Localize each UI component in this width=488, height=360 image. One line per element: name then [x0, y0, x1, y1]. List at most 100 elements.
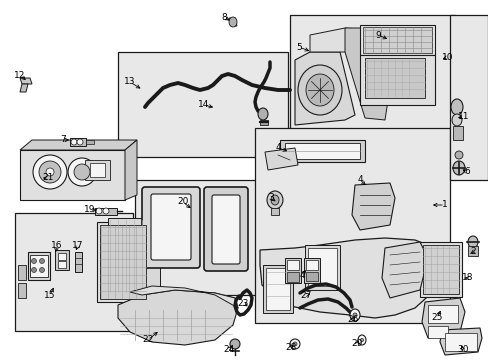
FancyBboxPatch shape: [142, 187, 200, 268]
Bar: [260, 120, 267, 125]
Polygon shape: [381, 242, 427, 298]
Bar: [449, 15, 487, 180]
Ellipse shape: [451, 114, 461, 126]
Bar: [15, 213, 133, 331]
Bar: [135, 180, 264, 295]
Text: 4: 4: [275, 144, 280, 153]
Bar: [305, 245, 339, 290]
Ellipse shape: [31, 258, 37, 264]
Polygon shape: [20, 150, 125, 200]
Ellipse shape: [297, 65, 341, 115]
Ellipse shape: [229, 339, 240, 349]
Ellipse shape: [357, 335, 365, 345]
Text: 16: 16: [51, 240, 62, 249]
Ellipse shape: [352, 313, 356, 317]
Bar: [444, 333, 476, 351]
Polygon shape: [345, 28, 394, 120]
Bar: [359, 25, 434, 55]
Text: 11: 11: [457, 112, 469, 121]
Bar: [95, 208, 117, 215]
Text: 29: 29: [350, 339, 362, 348]
Bar: [18, 283, 26, 298]
Bar: [422, 245, 458, 294]
Text: 13: 13: [124, 77, 136, 86]
Bar: [364, 58, 424, 98]
Bar: [307, 248, 336, 286]
Bar: [97, 222, 149, 302]
Bar: [286, 272, 298, 282]
Ellipse shape: [31, 267, 37, 273]
Ellipse shape: [103, 208, 109, 214]
Bar: [118, 52, 287, 157]
Text: 21: 21: [42, 174, 54, 183]
Ellipse shape: [305, 74, 333, 106]
Ellipse shape: [46, 168, 54, 176]
Ellipse shape: [289, 339, 299, 349]
Ellipse shape: [349, 309, 359, 321]
Ellipse shape: [68, 158, 96, 186]
Polygon shape: [294, 52, 354, 125]
Bar: [285, 258, 301, 283]
Text: 25: 25: [430, 314, 442, 323]
Polygon shape: [130, 286, 238, 308]
Polygon shape: [439, 328, 481, 355]
Bar: [467, 246, 477, 256]
Bar: [280, 140, 364, 162]
Text: 18: 18: [461, 274, 473, 283]
Text: 28: 28: [285, 343, 296, 352]
Ellipse shape: [71, 139, 77, 145]
Polygon shape: [125, 140, 137, 200]
Polygon shape: [260, 238, 439, 318]
Bar: [362, 27, 431, 53]
Polygon shape: [75, 252, 82, 272]
Bar: [270, 208, 279, 215]
Text: 4: 4: [299, 270, 304, 279]
Bar: [263, 265, 292, 313]
Text: 22: 22: [142, 336, 153, 345]
Text: 23: 23: [237, 298, 248, 307]
Bar: [58, 253, 66, 260]
Ellipse shape: [452, 161, 464, 175]
Bar: [108, 218, 160, 293]
FancyBboxPatch shape: [151, 194, 191, 260]
Polygon shape: [20, 84, 28, 92]
Ellipse shape: [33, 155, 67, 189]
Ellipse shape: [258, 108, 267, 120]
Bar: [359, 55, 434, 105]
Text: 8: 8: [221, 13, 226, 22]
Polygon shape: [351, 183, 394, 230]
Ellipse shape: [266, 191, 283, 209]
Bar: [452, 126, 462, 140]
Bar: [427, 326, 447, 338]
Text: 5: 5: [296, 42, 301, 51]
Ellipse shape: [360, 338, 363, 342]
Text: 3: 3: [267, 193, 273, 202]
Text: 26: 26: [346, 315, 358, 324]
Bar: [285, 143, 359, 159]
Polygon shape: [20, 140, 137, 150]
Text: 17: 17: [72, 240, 83, 249]
Text: 24: 24: [223, 345, 234, 354]
Bar: [265, 268, 289, 310]
Text: 15: 15: [44, 291, 56, 300]
Text: 9: 9: [374, 31, 380, 40]
Text: 12: 12: [14, 71, 26, 80]
Bar: [289, 15, 454, 143]
Bar: [55, 250, 69, 270]
Text: 2: 2: [469, 248, 475, 256]
Bar: [86, 140, 94, 144]
Bar: [18, 265, 26, 280]
Text: 1: 1: [441, 201, 447, 210]
Bar: [30, 255, 48, 277]
Ellipse shape: [77, 139, 83, 145]
Bar: [427, 305, 457, 323]
Ellipse shape: [270, 195, 279, 205]
Polygon shape: [421, 298, 464, 338]
Bar: [100, 225, 146, 299]
Text: 14: 14: [198, 100, 209, 109]
Polygon shape: [264, 148, 297, 170]
Text: 19: 19: [84, 206, 96, 215]
Ellipse shape: [40, 258, 44, 264]
Ellipse shape: [292, 342, 296, 346]
Bar: [28, 252, 50, 280]
